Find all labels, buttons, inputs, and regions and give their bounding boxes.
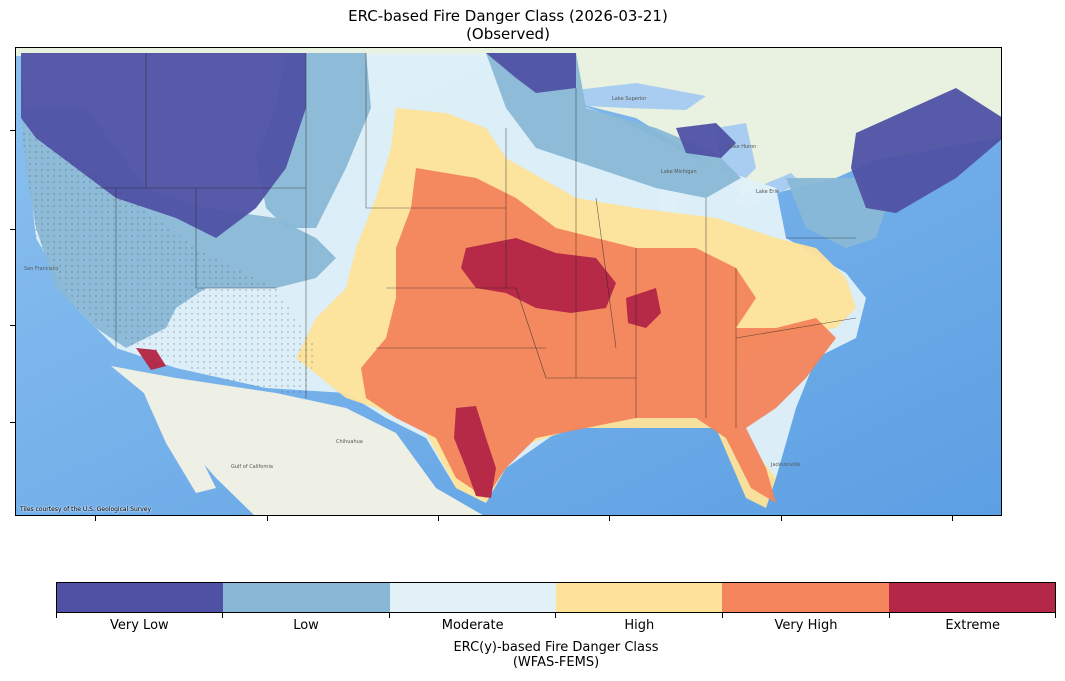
colorbar-segment-high: [555, 583, 723, 612]
zone-extreme-central: [461, 238, 616, 313]
colorbar-label-very-low: Very Low: [110, 618, 169, 633]
label-chihuahua: Chihuahua: [336, 439, 363, 445]
colorbar-segment-moderate: [389, 583, 556, 612]
x-axis-tick: [95, 516, 96, 521]
colorbar-tick: [555, 613, 556, 618]
colorbar-segment-low: [223, 583, 390, 612]
x-axis-tick: [609, 516, 610, 521]
zone-very-low-michigan: [676, 123, 736, 158]
baja-peninsula: [136, 373, 216, 493]
colorbar-tick: [222, 613, 223, 618]
mexico-land: [111, 366, 483, 515]
zone-very-low-north: [486, 53, 576, 93]
colorbar-tick: [56, 613, 57, 618]
colorbar-labels: Very Low Low Moderate High Very High Ext…: [56, 618, 1056, 634]
colorbar-tick: [389, 613, 390, 618]
x-axis-tick: [781, 516, 782, 521]
basemap-labels: Lake Superior Lake Michigan Lake Huron L…: [24, 96, 800, 470]
colorbar-title-line-1: ERC(y)-based Fire Danger Class: [453, 640, 659, 655]
chart-title: ERC-based Fire Danger Class (2026-03-21)…: [0, 7, 1016, 43]
y-axis-tick: [10, 229, 15, 230]
colorbar-title-line-2: (WFAS-FEMS): [512, 655, 600, 670]
y-axis-tick: [10, 325, 15, 326]
label-gulf-of-california: Gulf of California: [231, 464, 273, 470]
zone-low-ohio: [786, 178, 886, 248]
label-lake-erie: Lake Erie: [756, 189, 779, 195]
state-boundaries: [96, 53, 857, 428]
y-axis-tick: [10, 130, 15, 131]
zone-very-low-northeast: [851, 88, 1001, 213]
label-lake-huron: Lake Huron: [728, 144, 756, 150]
colorbar-tick: [1055, 613, 1056, 618]
colorbar-label-extreme: Extreme: [945, 618, 1001, 633]
x-axis-tick: [438, 516, 439, 521]
label-lake-superior: Lake Superior: [612, 96, 647, 102]
colorbar-title: ERC(y)-based Fire Danger Class (WFAS-FEM…: [56, 640, 1056, 670]
colorbar: [56, 582, 1056, 613]
label-lake-michigan: Lake Michigan: [661, 169, 697, 175]
canada-land: [16, 48, 1001, 198]
x-axis-tick: [267, 516, 268, 521]
colorbar-tick: [722, 613, 723, 618]
zone-extreme-texas: [454, 406, 496, 498]
map-canvas: Lake Superior Lake Michigan Lake Huron L…: [16, 48, 1001, 515]
zone-very-low-northwest: [21, 53, 306, 238]
colorbar-tick: [889, 613, 890, 618]
colorbar-label-low: Low: [293, 618, 319, 633]
colorbar-segment-extreme: [888, 583, 1055, 612]
stipple-overlay: [21, 128, 316, 398]
colorbar-label-very-high: Very High: [774, 618, 838, 633]
title-line-1: ERC-based Fire Danger Class (2026-03-21): [348, 7, 668, 25]
zone-extreme-california: [136, 348, 166, 370]
lake-superior: [576, 83, 706, 110]
zone-extreme-tennessee: [626, 288, 661, 328]
label-jacksonville: Jacksonville: [770, 462, 800, 468]
label-san-francisco: San Francisco: [24, 266, 58, 272]
title-line-2: (Observed): [466, 25, 550, 43]
colorbar-segment-very-low: [57, 583, 224, 612]
colorbar-segment-very-high: [722, 583, 889, 612]
map-attribution: Tiles courtesy of the U.S. Geological Su…: [20, 506, 152, 513]
y-axis-tick: [10, 422, 15, 423]
colorbar-label-moderate: Moderate: [441, 618, 504, 633]
colorbar-label-high: High: [624, 618, 655, 633]
fire-danger-map[interactable]: Lake Superior Lake Michigan Lake Huron L…: [15, 47, 1002, 516]
x-axis-tick: [952, 516, 953, 521]
